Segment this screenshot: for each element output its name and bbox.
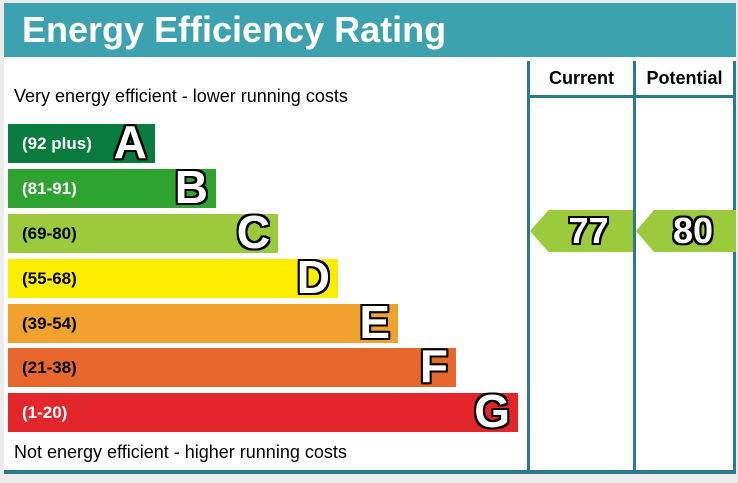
column-header-potential: Potential (646, 68, 723, 88)
band-g-range: (1-20) (22, 403, 68, 422)
band-e-letter: E (359, 296, 390, 348)
band-e: (39-54) E (8, 296, 398, 348)
potential-rating-arrow: 80 (636, 210, 736, 252)
column-header-current: Current (548, 68, 614, 88)
band-c-letter: C (236, 206, 270, 258)
band-g-letter: G (474, 385, 510, 437)
current-rating-arrow: 77 (530, 210, 633, 252)
current-rating-value: 77 (568, 210, 609, 251)
band-d-range: (55-68) (22, 269, 77, 288)
band-f-letter: F (419, 340, 448, 392)
band-a: (92 plus) A (8, 116, 155, 168)
chart-bottom-border (4, 470, 736, 474)
band-d: (55-68) D (8, 251, 338, 303)
band-c: (69-80) C (8, 206, 278, 258)
band-c-range: (69-80) (22, 224, 77, 243)
table-header-underline (527, 95, 736, 98)
band-b-letter: B (174, 161, 208, 213)
page-title: Energy Efficiency Rating (22, 9, 447, 50)
band-a-range: (92 plus) (22, 134, 92, 153)
band-b-range: (81-91) (22, 179, 77, 198)
band-g: (1-20) G (8, 385, 518, 437)
table-divider-middle (633, 61, 636, 474)
band-b: (81-91) B (8, 161, 216, 213)
band-e-range: (39-54) (22, 314, 77, 333)
band-f: (21-38) F (8, 340, 456, 392)
bottom-note: Not energy efficient - higher running co… (14, 442, 347, 462)
table-divider-right (733, 61, 736, 474)
table-divider-left (527, 61, 530, 474)
chart-header: Energy Efficiency Rating (4, 3, 736, 57)
band-f-range: (21-38) (22, 358, 77, 377)
band-d-letter: D (296, 251, 330, 303)
top-note: Very energy efficient - lower running co… (14, 86, 348, 106)
band-a-letter: A (113, 116, 147, 168)
potential-rating-value: 80 (672, 210, 714, 251)
